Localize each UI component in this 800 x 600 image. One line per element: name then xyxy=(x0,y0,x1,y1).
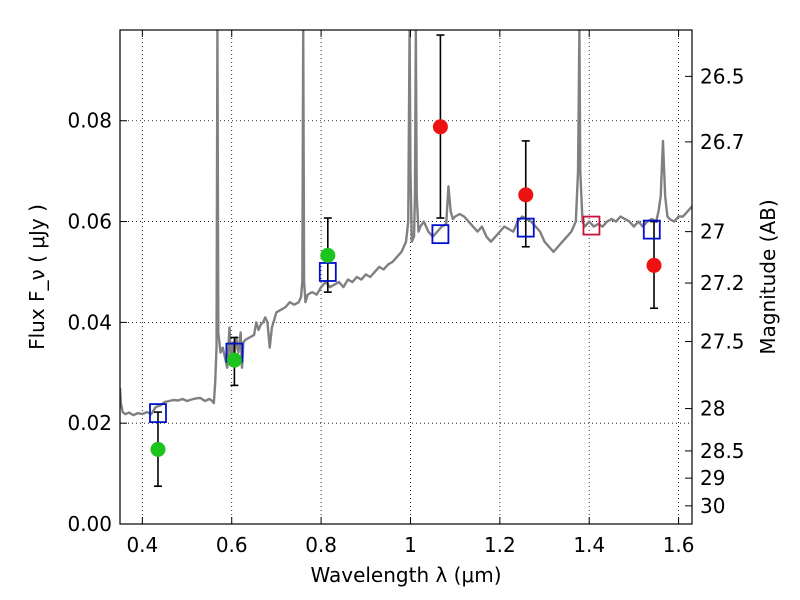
magnitude-tick-label: 30 xyxy=(700,494,725,518)
y-tick-label: 0.00 xyxy=(67,512,112,536)
x-tick-label: 1.4 xyxy=(573,533,605,557)
optical-point xyxy=(226,352,242,368)
magnitude-tick-label: 29 xyxy=(700,466,725,490)
magnitude-tick-label: 27 xyxy=(700,220,725,244)
magnitude-tick-label: 26.5 xyxy=(700,64,745,88)
highlight-square xyxy=(582,215,601,236)
magnitude-tick-label: 28 xyxy=(700,397,725,421)
nir-point xyxy=(518,187,534,203)
optical-point xyxy=(320,247,336,263)
right-axis-label: Magnitude (AB) xyxy=(756,199,780,354)
nir-point xyxy=(646,257,662,273)
x-tick-label: 0.4 xyxy=(126,533,158,557)
magnitude-tick-label: 28.5 xyxy=(700,439,745,463)
model-square xyxy=(149,403,167,424)
model-square xyxy=(431,224,450,245)
plot-frame xyxy=(119,29,693,525)
y-axis-label: Flux F_ν ( μJy ) xyxy=(25,204,49,350)
y-tick-label: 0.02 xyxy=(67,411,112,435)
magnitude-tick-label: 26.7 xyxy=(700,130,745,154)
axis-ticks: 0.4 0.6 0.8 1 1.2 1.4 1.6 0.00 0.02 0.04 0.06 0.08 2… xyxy=(67,30,745,557)
x-tick-label: 0.6 xyxy=(216,533,248,557)
grid xyxy=(120,30,692,524)
x-tick-label: 1.2 xyxy=(484,533,516,557)
plot-area xyxy=(120,30,692,487)
magnitude-tick-label: 27.2 xyxy=(700,271,745,295)
x-tick-label: 1 xyxy=(404,533,417,557)
nir-point xyxy=(432,119,448,135)
model-square xyxy=(642,219,661,240)
optical-point xyxy=(150,441,166,457)
y-tick-label: 0.08 xyxy=(67,109,112,133)
magnitude-tick-label: 27.5 xyxy=(700,330,745,354)
x-tick-label: 1.6 xyxy=(663,533,695,557)
model-square xyxy=(516,217,535,238)
y-tick-label: 0.06 xyxy=(67,210,112,234)
y-tick-label: 0.04 xyxy=(67,310,112,334)
model-square xyxy=(318,262,337,282)
x-axis-label: Wavelength λ (μm) xyxy=(310,563,501,587)
x-tick-label: 0.8 xyxy=(305,533,337,557)
